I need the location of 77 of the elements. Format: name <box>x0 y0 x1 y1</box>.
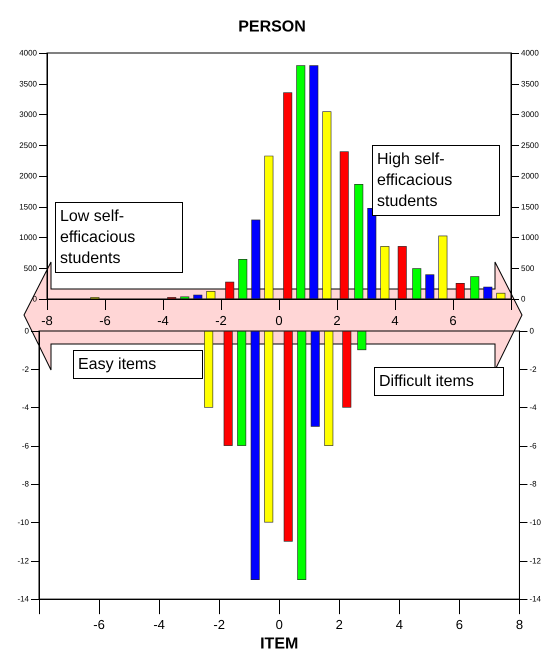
y2-tick-label: 3000 <box>521 110 540 119</box>
bar <box>340 151 349 299</box>
bar <box>380 246 390 299</box>
annotation: Low self-efficacious students <box>60 208 136 267</box>
y2-tick-label: 2000 <box>521 172 540 180</box>
y-tick-label: 3000 <box>19 110 38 119</box>
y-tick-label: 0 <box>24 326 30 336</box>
x-tick-label: 6 <box>449 313 457 328</box>
bar <box>483 286 492 299</box>
y2-tick-label: 500 <box>521 264 535 273</box>
x-tick-label: -2 <box>215 313 227 328</box>
x-axis-title: ITEM <box>260 636 298 652</box>
bar <box>412 268 422 299</box>
x-tick-label: -4 <box>157 313 169 328</box>
x-tick-label: 4 <box>391 313 399 328</box>
bar <box>322 111 332 299</box>
bar <box>398 246 407 299</box>
bar <box>367 208 376 299</box>
bar <box>225 282 234 299</box>
bar <box>438 236 448 299</box>
y2-tick-label: -4 <box>529 403 538 412</box>
y2-tick-label: -6 <box>529 441 538 450</box>
bar <box>206 291 216 299</box>
y-tick-label: 4000 <box>19 48 38 58</box>
annotation: High self-efficacious students <box>377 151 452 210</box>
y2-tick-label: 4000 <box>521 48 540 58</box>
bar <box>309 65 318 299</box>
y-tick-label: -12 <box>17 556 30 566</box>
y-tick-label: -2 <box>22 364 30 374</box>
bar <box>496 292 506 299</box>
bar <box>296 65 306 299</box>
bar <box>470 276 480 299</box>
bar <box>264 156 274 299</box>
x-tick-label: 0 <box>275 313 283 328</box>
y2-tick-label: -8 <box>529 480 538 489</box>
bar <box>251 220 260 299</box>
bar <box>425 274 434 299</box>
y-tick-label: -10 <box>17 518 30 527</box>
y-tick-label: 2500 <box>19 140 38 150</box>
bar <box>456 283 465 299</box>
chart-title: PERSON <box>238 18 306 36</box>
y-tick-label: 500 <box>24 264 38 273</box>
y2-tick-label: 1000 <box>521 233 540 242</box>
x-tick-label: -4 <box>153 617 165 632</box>
y-tick-label: 1500 <box>19 202 38 212</box>
y-tick-label: -8 <box>22 480 30 489</box>
y-tick-label: -14 <box>17 594 30 604</box>
y2-tick-label: -2 <box>529 364 538 374</box>
x-tick-label: -2 <box>213 617 225 632</box>
y2-tick-label: 0 <box>521 294 526 304</box>
x-tick-label: 0 <box>276 617 283 632</box>
y2-tick-label: -14 <box>529 594 542 604</box>
x-tick-label: 2 <box>336 617 343 632</box>
x-tick-label: 4 <box>396 617 403 632</box>
annotation: Easy items <box>78 356 156 373</box>
bar <box>354 184 364 299</box>
bar <box>283 92 292 299</box>
y2-tick-label: 0 <box>529 326 534 336</box>
y2-tick-label: 3500 <box>521 79 540 88</box>
y-tick-label: 3500 <box>19 79 38 88</box>
bar <box>193 294 202 299</box>
x-tick-label: 6 <box>456 617 463 632</box>
y-tick-label: -6 <box>22 441 30 450</box>
y2-tick-label: -12 <box>529 556 542 566</box>
y2-tick-label: 2500 <box>521 140 540 150</box>
x-tick-label: -6 <box>93 617 105 632</box>
x-tick-label: 2 <box>333 313 341 328</box>
x-tick-label: -8 <box>41 313 53 328</box>
x-tick-label: 8 <box>516 617 524 632</box>
bar <box>238 259 248 299</box>
y-tick-label: 2000 <box>19 172 38 180</box>
y-tick-label: 1000 <box>19 233 38 242</box>
y-tick-label: -4 <box>22 403 30 412</box>
annotation: Difficult items <box>379 373 474 390</box>
y2-tick-label: -10 <box>529 518 542 527</box>
y2-tick-label: 1500 <box>521 202 540 212</box>
x-tick-label: -6 <box>99 313 111 328</box>
